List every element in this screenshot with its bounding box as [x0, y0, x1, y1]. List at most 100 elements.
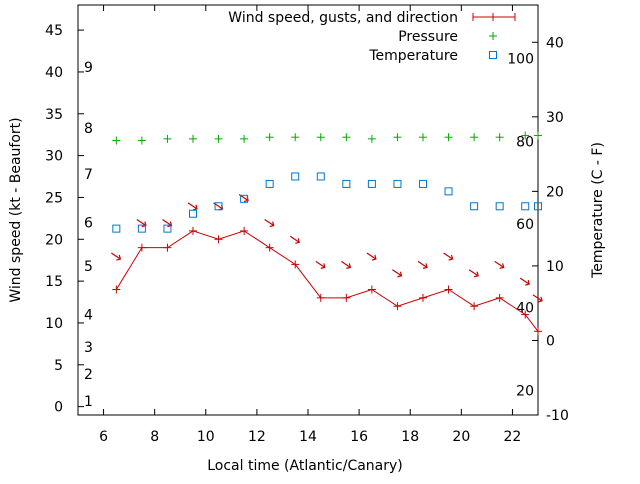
- wind-speed-point: [316, 293, 325, 302]
- temperature-point: [291, 172, 300, 181]
- temperature-point: [393, 179, 402, 188]
- legend-label: Wind speed, gusts, and direction: [228, 10, 458, 26]
- x-tick-label: 12: [248, 429, 266, 445]
- legend-swatch-wind: [472, 13, 516, 21]
- temperature-point: [240, 194, 249, 203]
- pressure-point: [316, 133, 325, 142]
- fahrenheit-label: 60: [516, 217, 534, 233]
- x-tick-label: 6: [99, 429, 108, 445]
- wind-speed-point: [534, 327, 542, 336]
- x-tick-label: 20: [452, 429, 470, 445]
- temperature-point: [189, 209, 197, 218]
- plot-frame: [77, 4, 539, 416]
- wind-speed-point: [393, 302, 402, 311]
- pressure-point: [112, 136, 121, 145]
- beaufort-label: 2: [84, 367, 93, 383]
- wind-speed-point: [470, 302, 479, 311]
- wind-direction-arrow: [111, 252, 122, 261]
- wind-direction-arrow: [468, 269, 479, 278]
- wind-speed-point: [265, 243, 274, 252]
- y-left-tick-label: 15: [45, 274, 63, 290]
- pressure-point: [265, 133, 274, 142]
- wind-direction-arrow: [392, 269, 403, 278]
- x-tick-label: 22: [504, 429, 522, 445]
- x-tick-label: 10: [197, 429, 215, 445]
- temperature-point: [137, 224, 146, 233]
- pressure-point: [291, 133, 300, 142]
- wind-direction-arrow: [264, 219, 275, 228]
- pressure-point: [189, 134, 197, 143]
- pressure-point: [444, 133, 453, 142]
- y-left-tick-label: 10: [45, 316, 63, 332]
- wind-speed-point: [419, 293, 427, 302]
- pressure-point: [240, 134, 249, 143]
- temperature-point: [521, 202, 530, 211]
- beaufort-label: 5: [84, 259, 93, 275]
- temperature-point: [495, 202, 504, 211]
- wind-speed-point: [163, 243, 172, 252]
- wind-speed-point: [521, 310, 530, 319]
- y-right-tick-label: -10: [546, 408, 569, 424]
- legend-label: Pressure: [398, 29, 458, 45]
- temperature-point: [342, 179, 351, 188]
- temperature-point: [112, 224, 121, 233]
- pressure-point: [367, 134, 376, 143]
- wind-direction-arrow: [532, 294, 543, 303]
- legend-swatch-temperature: [489, 51, 497, 59]
- temperature-point: [444, 187, 453, 196]
- y-right-tick-label: 40: [546, 35, 564, 51]
- temperature-point: [214, 202, 223, 211]
- y-left-tick-label: 40: [45, 65, 63, 81]
- wind-direction-arrow: [366, 252, 377, 261]
- y-right-tick-label: 30: [546, 110, 564, 126]
- temperature-point: [265, 179, 274, 188]
- wind-direction-arrow: [417, 260, 428, 269]
- wind-direction-arrow: [315, 260, 326, 269]
- axes: 6 8 10 12 14 16 18 20 22051015202530354045-10010…: [45, 4, 569, 445]
- beaufort-label: 6: [84, 216, 93, 232]
- beaufort-label: 1: [84, 394, 93, 410]
- wind-speed-point: [189, 226, 197, 235]
- wind-speed-point: [112, 285, 121, 294]
- legend: Wind speed, gusts, and direction Pressure…: [228, 10, 516, 64]
- fahrenheit-label: 20: [516, 383, 534, 399]
- y-left-tick-label: 25: [45, 190, 63, 206]
- x-tick-label: 8: [150, 429, 159, 445]
- pressure-point: [393, 133, 402, 142]
- wind-speed-point: [137, 243, 146, 252]
- pressure-point: [342, 133, 351, 142]
- wind-speed-point: [291, 260, 300, 269]
- y-left-tick-label: 45: [45, 23, 63, 39]
- fahrenheit-label: 80: [516, 134, 534, 150]
- x-axis-label: Local time (Atlantic/Canary): [207, 458, 403, 474]
- temperature-point: [534, 202, 542, 211]
- x-tick-label: 14: [299, 429, 317, 445]
- temperature-point: [316, 172, 325, 181]
- beaufort-label: 3: [84, 340, 93, 356]
- legend-label: Temperature: [368, 48, 458, 64]
- wind-speed-point: [214, 235, 223, 244]
- y-left-tick-label: 5: [54, 358, 63, 374]
- temperature-point: [367, 179, 376, 188]
- pressure-point: [163, 134, 172, 143]
- wind-speed-point: [342, 293, 351, 302]
- y-left-tick-label: 0: [54, 400, 63, 416]
- y-left-tick-label: 20: [45, 232, 63, 248]
- x-tick-label: 16: [350, 429, 368, 445]
- temperature-point: [470, 202, 479, 211]
- y-right-tick-label: 20: [546, 184, 564, 200]
- wind-speed-point: [367, 285, 376, 294]
- pressure-point: [470, 133, 479, 142]
- pressure-point: [419, 133, 427, 142]
- wind-direction-arrow: [519, 277, 530, 286]
- pressure-point: [521, 131, 530, 140]
- wind-speed-point: [240, 226, 249, 235]
- x-tick-label: 18: [401, 429, 419, 445]
- data-marks: [111, 131, 543, 336]
- wind-direction-arrow: [341, 260, 352, 269]
- beaufort-label: 7: [84, 167, 93, 183]
- temperature-point: [419, 179, 427, 188]
- y-right-tick-label: 0: [546, 333, 555, 349]
